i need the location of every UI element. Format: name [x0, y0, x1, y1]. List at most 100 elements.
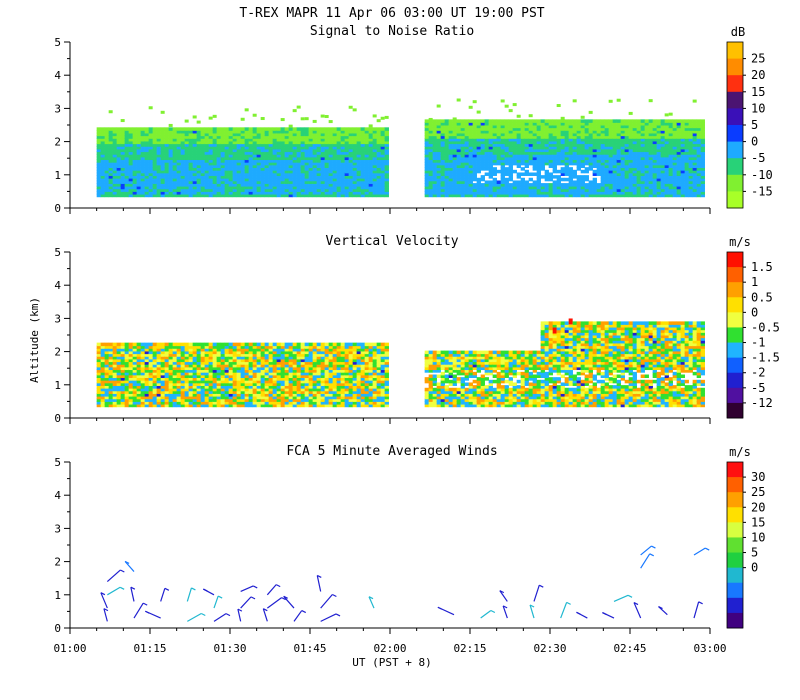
- heatmap-cell: [148, 363, 153, 368]
- heatmap-cell: [536, 161, 541, 166]
- heatmap-cell: [544, 177, 549, 182]
- heatmap-cell: [152, 355, 157, 360]
- heatmap-cell: [288, 159, 293, 163]
- heatmap-cell: [328, 193, 333, 198]
- heatmap-cell: [108, 345, 113, 349]
- heatmap-cell: [600, 156, 605, 161]
- heatmap-cell: [184, 143, 189, 147]
- heatmap-cell: [240, 377, 245, 381]
- heatmap-cell: [240, 164, 245, 169]
- heatmap-cell: [276, 169, 281, 174]
- heatmap-cell: [220, 366, 225, 371]
- heatmap-cell: [244, 191, 249, 195]
- heatmap-cell: [176, 129, 181, 134]
- heatmap-cell: [112, 185, 117, 190]
- heatmap-cell: [204, 401, 209, 405]
- heatmap-cell: [212, 395, 217, 400]
- heatmap-cell: [652, 129, 657, 134]
- heatmap-cell: [384, 151, 389, 155]
- heatmap-cell: [152, 361, 157, 365]
- heatmap-cell: [280, 193, 285, 198]
- heatmap-cell: [424, 193, 429, 198]
- heatmap-cell: [200, 140, 205, 145]
- heatmap-cell: [188, 355, 193, 360]
- heatmap-cell: [244, 379, 249, 384]
- heatmap-cell: [228, 164, 233, 169]
- heatmap-cell: [164, 161, 169, 166]
- heatmap-cell: [544, 159, 549, 163]
- heatmap-cell: [176, 169, 181, 174]
- heatmap-cell: [340, 193, 345, 198]
- heatmap-cell: [268, 172, 273, 176]
- heatmap-cell: [260, 390, 265, 394]
- heatmap-cell: [328, 148, 333, 153]
- heatmap-cell: [556, 135, 561, 139]
- heatmap-cell: [472, 193, 477, 198]
- heatmap-cell: [664, 169, 669, 174]
- heatmap-cell: [616, 98, 621, 102]
- heatmap-cell: [204, 379, 209, 384]
- heatmap-cell: [500, 135, 505, 139]
- heatmap-cell: [664, 164, 669, 169]
- heatmap-cell: [192, 172, 197, 176]
- heatmap-cell: [624, 175, 629, 179]
- heatmap-cell: [528, 132, 533, 137]
- heatmap-cell: [528, 188, 533, 192]
- heatmap-cell: [548, 124, 553, 129]
- heatmap-cell: [436, 127, 441, 131]
- heatmap-cell: [692, 156, 697, 161]
- heatmap-cell: [540, 137, 545, 142]
- heatmap-cell: [140, 169, 145, 174]
- heatmap-cell: [168, 355, 173, 360]
- heatmap-cell: [100, 188, 105, 192]
- heatmap-cell: [524, 156, 529, 161]
- heatmap-cell: [152, 167, 157, 171]
- heatmap-cell: [676, 137, 681, 142]
- heatmap-cell: [260, 117, 265, 121]
- heatmap-cell: [184, 172, 189, 176]
- heatmap-cell: [628, 172, 633, 176]
- heatmap-cell: [184, 177, 189, 182]
- heatmap-cell: [504, 145, 509, 150]
- heatmap-cell: [96, 153, 101, 158]
- heatmap-cell: [488, 137, 493, 142]
- heatmap-cell: [264, 127, 269, 131]
- heatmap-cell: [176, 137, 181, 142]
- heatmap-cell: [280, 151, 285, 155]
- heatmap-cell: [552, 185, 557, 190]
- heatmap-cell: [204, 127, 209, 131]
- heatmap-cell: [332, 180, 337, 184]
- heatmap-cell: [472, 177, 477, 182]
- heatmap-cell: [528, 153, 533, 158]
- heatmap-cell: [272, 177, 277, 182]
- heatmap-cell: [492, 193, 497, 198]
- heatmap-cell: [500, 143, 505, 147]
- heatmap-cell: [444, 169, 449, 174]
- heatmap-cell: [216, 177, 221, 182]
- heatmap-cell: [268, 191, 273, 195]
- heatmap-cell: [532, 151, 537, 155]
- heatmap-cell: [556, 156, 561, 161]
- heatmap-cell: [456, 148, 461, 153]
- heatmap-cell: [132, 401, 137, 405]
- heatmap-cell: [652, 161, 657, 166]
- heatmap-cell: [588, 127, 593, 131]
- heatmap-cell: [248, 172, 253, 176]
- heatmap-cell: [596, 193, 601, 198]
- heatmap-cell: [172, 387, 177, 392]
- heatmap-cell: [192, 342, 197, 347]
- heatmap-cell: [260, 385, 265, 389]
- heatmap-cell: [560, 183, 565, 187]
- heatmap-cell: [200, 393, 205, 397]
- heatmap-cell: [328, 132, 333, 137]
- heatmap-cell: [152, 403, 157, 408]
- heatmap-cell: [664, 132, 669, 137]
- heatmap-cell: [260, 169, 265, 174]
- heatmap-cell: [592, 185, 597, 190]
- heatmap-cell: [312, 161, 317, 166]
- heatmap-cell: [352, 185, 357, 190]
- heatmap-cell: [700, 137, 705, 142]
- heatmap-cell: [316, 164, 321, 169]
- heatmap-cell: [340, 191, 345, 195]
- heatmap-cell: [180, 193, 185, 198]
